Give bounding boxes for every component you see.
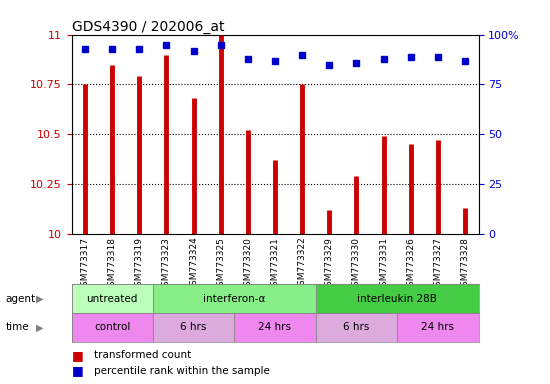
- Text: 6 hrs: 6 hrs: [180, 322, 207, 333]
- Text: ▶: ▶: [36, 322, 43, 333]
- Bar: [153, 284, 316, 313]
- Text: GSM773317: GSM773317: [80, 237, 90, 292]
- Text: GSM773323: GSM773323: [162, 237, 171, 291]
- Text: GSM773318: GSM773318: [108, 237, 117, 292]
- Text: time: time: [6, 322, 29, 333]
- Text: GSM773330: GSM773330: [352, 237, 361, 292]
- Text: untreated: untreated: [86, 293, 138, 304]
- Text: GSM773321: GSM773321: [271, 237, 279, 291]
- Text: interferon-α: interferon-α: [203, 293, 266, 304]
- Text: GSM773331: GSM773331: [379, 237, 388, 292]
- Bar: [397, 313, 478, 342]
- Text: GSM773329: GSM773329: [324, 237, 334, 291]
- Text: GSM773327: GSM773327: [433, 237, 442, 291]
- Text: ▶: ▶: [36, 293, 43, 304]
- Bar: [72, 284, 153, 313]
- Text: GSM773325: GSM773325: [216, 237, 225, 291]
- Text: interleukin 28B: interleukin 28B: [357, 293, 437, 304]
- Text: GSM773324: GSM773324: [189, 237, 198, 291]
- Text: GSM773320: GSM773320: [243, 237, 252, 291]
- Text: control: control: [94, 322, 130, 333]
- Text: agent: agent: [6, 293, 36, 304]
- Text: GSM773326: GSM773326: [406, 237, 415, 291]
- Text: ■: ■: [72, 364, 87, 377]
- Bar: [316, 284, 478, 313]
- Text: GSM773319: GSM773319: [135, 237, 144, 292]
- Text: 24 hrs: 24 hrs: [421, 322, 454, 333]
- Text: GSM773322: GSM773322: [298, 237, 307, 291]
- Bar: [72, 313, 153, 342]
- Text: transformed count: transformed count: [94, 350, 191, 360]
- Text: GDS4390 / 202006_at: GDS4390 / 202006_at: [72, 20, 224, 33]
- Text: percentile rank within the sample: percentile rank within the sample: [94, 366, 270, 376]
- Text: ■: ■: [72, 349, 87, 362]
- Text: 6 hrs: 6 hrs: [343, 322, 370, 333]
- Bar: [234, 313, 316, 342]
- Text: GSM773328: GSM773328: [460, 237, 470, 291]
- Bar: [316, 313, 397, 342]
- Text: 24 hrs: 24 hrs: [258, 322, 292, 333]
- Bar: [153, 313, 234, 342]
